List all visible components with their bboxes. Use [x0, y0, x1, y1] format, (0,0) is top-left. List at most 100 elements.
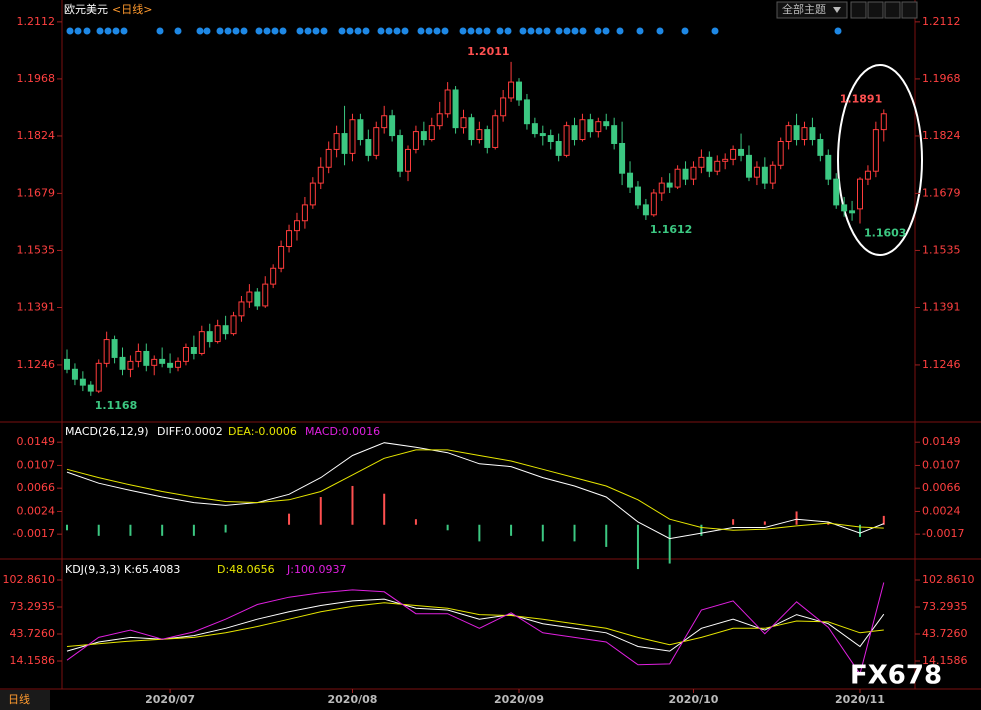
- candle-body: [286, 230, 293, 247]
- y-tick-label: 14.1586: [10, 654, 56, 667]
- candle-body: [175, 360, 182, 368]
- signal-dot: [304, 27, 312, 35]
- indicator-title: MACD(26,12,9): [65, 425, 149, 438]
- candle-body: [381, 115, 388, 129]
- candle-body: [492, 115, 499, 148]
- tool-button[interactable]: [850, 1, 867, 19]
- signal-dot: [120, 27, 128, 35]
- watermark: FX678: [850, 661, 942, 691]
- signal-dot: [496, 27, 504, 35]
- candle-body: [135, 350, 142, 362]
- y-tick-label-right: 0.0107: [922, 458, 961, 471]
- candle-body: [420, 131, 427, 141]
- candle-body: [745, 154, 752, 178]
- candle-body: [444, 89, 451, 115]
- signal-dot: [393, 27, 401, 35]
- legend-entry: MACD:0.0016: [305, 425, 380, 438]
- y-tick-label-right: 14.1586: [922, 654, 968, 667]
- signal-dot: [83, 27, 91, 35]
- signal-dot: [425, 27, 433, 35]
- period-tab-label: 日线: [8, 692, 30, 706]
- candle-body: [293, 220, 300, 232]
- candle-body: [159, 358, 166, 364]
- candle-body: [571, 125, 578, 141]
- theme-button[interactable]: [776, 1, 848, 19]
- signal-dot: [156, 27, 164, 35]
- candle-body: [143, 350, 150, 366]
- tool-button[interactable]: [901, 1, 918, 19]
- y-tick-label-right: 1.1246: [922, 358, 961, 371]
- signal-dot: [104, 27, 112, 35]
- candle-body: [761, 166, 768, 184]
- signal-dot: [467, 27, 475, 35]
- candle-body: [809, 127, 816, 141]
- candle-body: [103, 339, 110, 364]
- indicator-line: [66, 582, 885, 676]
- y-tick-label: 1.1535: [17, 243, 56, 256]
- signal-dot: [354, 27, 362, 35]
- indicator-line: [66, 598, 885, 652]
- candle-body: [658, 182, 665, 194]
- candle-body: [864, 170, 871, 180]
- signal-dot: [216, 27, 224, 35]
- instrument-title: 欧元美元: [64, 3, 108, 16]
- signal-dot: [527, 27, 535, 35]
- candle-body: [555, 141, 562, 156]
- candle-body: [190, 347, 197, 354]
- candle-body: [365, 139, 372, 156]
- candle-body: [603, 121, 610, 127]
- y-tick-label-right: 102.8610: [922, 573, 975, 586]
- candle-body: [214, 325, 221, 343]
- candle-body: [476, 129, 483, 141]
- y-tick-label: 0.0066: [17, 481, 56, 494]
- candle-body: [230, 315, 237, 335]
- signal-dot: [441, 27, 449, 35]
- extreme-label: 1.1168: [95, 399, 137, 412]
- signal-dot: [377, 27, 385, 35]
- signal-dot: [483, 27, 491, 35]
- tool-button[interactable]: [884, 1, 901, 19]
- signal-dot: [563, 27, 571, 35]
- signal-dot: [834, 27, 842, 35]
- candle-body: [857, 178, 863, 210]
- signal-dot: [112, 27, 120, 35]
- indicator-line: [66, 449, 884, 531]
- candle-body: [714, 160, 721, 172]
- y-tick-label: 1.1968: [17, 72, 56, 85]
- candle-body: [650, 192, 657, 216]
- candle-body: [753, 166, 760, 178]
- signal-dot: [543, 27, 551, 35]
- candle-body: [167, 362, 174, 368]
- y-tick-label: 43.7260: [10, 627, 56, 640]
- candle-body: [111, 339, 118, 358]
- candle-body: [841, 204, 848, 212]
- y-tick-label: 0.0024: [17, 504, 56, 517]
- candle-body: [151, 358, 158, 366]
- candle-body: [619, 142, 626, 174]
- tool-button[interactable]: [867, 1, 884, 19]
- signal-dot: [66, 27, 74, 35]
- candle-body: [404, 148, 411, 172]
- signal-dot: [312, 27, 320, 35]
- signal-dot: [401, 27, 409, 35]
- highlight-ellipse: [837, 64, 923, 256]
- signal-dot: [571, 27, 579, 35]
- x-tick-label: 2020/07: [145, 693, 195, 706]
- period-tab[interactable]: [0, 690, 50, 710]
- candle-body: [468, 117, 475, 141]
- signal-dot: [459, 27, 467, 35]
- candle-body: [666, 182, 673, 188]
- dropdown-icon: [833, 7, 841, 13]
- candle-body: [539, 133, 546, 137]
- legend-entry: D:48.0656: [217, 563, 275, 576]
- y-tick-label: 1.1391: [17, 300, 56, 313]
- candle-body: [198, 331, 205, 354]
- y-tick-label-right: 1.1391: [922, 300, 961, 313]
- signal-dot: [681, 27, 689, 35]
- candle-body: [238, 301, 245, 317]
- y-tick-label-right: 1.1535: [922, 243, 961, 256]
- candle-body: [246, 291, 253, 303]
- candle-body: [690, 166, 697, 180]
- candle-body: [460, 117, 467, 129]
- x-tick-label: 2020/10: [668, 693, 718, 706]
